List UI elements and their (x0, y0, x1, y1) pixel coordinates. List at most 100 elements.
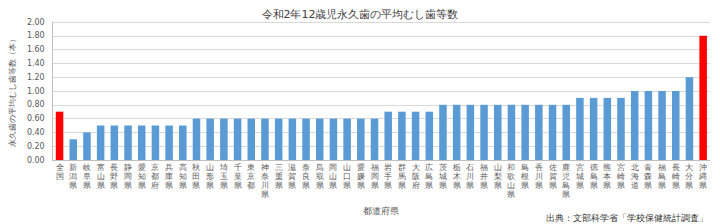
svg-text:0.40: 0.40 (27, 128, 45, 137)
svg-text:都: 都 (151, 172, 159, 181)
svg-text:県: 県 (343, 181, 351, 190)
svg-text:県: 県 (590, 181, 598, 190)
svg-text:宮: 宮 (617, 163, 625, 172)
svg-text:良: 良 (302, 172, 310, 181)
svg-text:県: 県 (439, 181, 447, 190)
svg-text:崎: 崎 (672, 172, 680, 181)
svg-text:福: 福 (658, 163, 666, 172)
svg-text:1.40: 1.40 (27, 59, 45, 68)
svg-text:阪: 阪 (412, 172, 420, 181)
svg-text:川: 川 (261, 181, 269, 190)
svg-text:高: 高 (179, 163, 187, 172)
svg-text:野: 野 (110, 172, 118, 181)
svg-text:井: 井 (480, 172, 488, 181)
svg-text:県: 県 (494, 181, 502, 190)
svg-text:山: 山 (494, 163, 502, 172)
svg-text:佐: 佐 (549, 163, 557, 172)
svg-text:梨: 梨 (494, 172, 502, 181)
svg-text:城: 城 (575, 172, 584, 181)
svg-text:0.60: 0.60 (27, 114, 45, 123)
svg-text:取: 取 (316, 172, 324, 181)
svg-text:島: 島 (562, 181, 570, 190)
svg-text:県: 県 (549, 181, 557, 190)
svg-text:令和2年12歳児永久歯の平均むし歯等数: 令和2年12歳児永久歯の平均むし歯等数 (262, 8, 459, 21)
svg-text:和: 和 (507, 163, 515, 172)
svg-text:根: 根 (521, 172, 529, 181)
svg-text:北: 北 (631, 163, 639, 172)
svg-text:崎: 崎 (617, 172, 625, 181)
svg-text:県: 県 (672, 181, 680, 190)
svg-text:沖: 沖 (699, 163, 707, 172)
svg-text:県: 県 (699, 181, 707, 190)
svg-text:県: 県 (275, 181, 283, 190)
svg-text:兵: 兵 (165, 163, 173, 172)
svg-text:徳: 徳 (590, 163, 598, 172)
svg-text:県: 県 (357, 181, 365, 190)
svg-text:奈: 奈 (302, 163, 310, 172)
svg-text:県: 県 (453, 181, 461, 190)
svg-text:玉: 玉 (220, 172, 228, 181)
svg-text:県: 県 (165, 181, 173, 190)
svg-text:県: 県 (302, 181, 310, 190)
svg-text:口: 口 (343, 172, 351, 181)
svg-text:県: 県 (617, 181, 625, 190)
svg-text:0.80: 0.80 (27, 100, 45, 109)
svg-text:県: 県 (329, 181, 337, 190)
svg-text:青: 青 (644, 163, 652, 172)
svg-text:岡: 岡 (124, 172, 132, 181)
svg-text:岐: 岐 (83, 163, 91, 172)
svg-text:賀: 賀 (549, 172, 557, 181)
svg-text:葉: 葉 (234, 172, 242, 181)
svg-text:県: 県 (603, 181, 611, 190)
svg-text:県: 県 (576, 181, 584, 190)
svg-text:1.80: 1.80 (27, 31, 45, 40)
svg-text:島: 島 (590, 172, 598, 181)
svg-text:島: 島 (658, 172, 666, 181)
svg-text:県: 県 (124, 181, 132, 190)
svg-text:木: 木 (453, 172, 461, 181)
svg-text:県: 県 (110, 181, 118, 190)
svg-text:永久歯の平均むし歯等数（本）: 永久歯の平均むし歯等数（本） (8, 35, 17, 147)
svg-text:府: 府 (151, 181, 159, 190)
svg-text:知: 知 (179, 172, 187, 181)
svg-text:媛: 媛 (357, 172, 365, 181)
svg-text:島: 島 (521, 163, 529, 172)
svg-text:奈: 奈 (261, 172, 269, 181)
svg-text:岡: 岡 (329, 163, 337, 172)
svg-text:府: 府 (412, 181, 420, 190)
svg-text:長: 長 (672, 163, 680, 172)
svg-text:愛: 愛 (357, 163, 365, 172)
svg-text:埼: 埼 (219, 163, 228, 172)
svg-text:富: 富 (97, 163, 105, 172)
svg-text:都道府県: 都道府県 (363, 206, 399, 216)
svg-text:栃: 栃 (453, 163, 461, 172)
svg-text:道: 道 (631, 181, 639, 190)
svg-text:県: 県 (535, 181, 543, 190)
svg-text:鳥: 鳥 (315, 163, 324, 172)
svg-text:手: 手 (384, 172, 392, 181)
svg-text:県: 県 (234, 181, 242, 190)
svg-text:千: 千 (234, 163, 242, 172)
svg-text:川: 川 (466, 172, 474, 181)
svg-text:愛: 愛 (138, 163, 146, 172)
svg-text:県: 県 (466, 181, 474, 190)
svg-text:県: 県 (521, 181, 529, 190)
svg-text:茨: 茨 (439, 163, 447, 172)
svg-text:県: 県 (97, 181, 105, 190)
svg-text:大: 大 (412, 163, 420, 172)
svg-text:県: 県 (644, 181, 652, 190)
svg-text:本: 本 (603, 172, 611, 181)
svg-text:山: 山 (97, 172, 105, 181)
svg-text:森: 森 (644, 172, 652, 181)
svg-text:0.20: 0.20 (27, 142, 45, 151)
svg-text:県: 県 (480, 181, 488, 190)
svg-text:東: 東 (247, 163, 255, 172)
svg-text:県: 県 (562, 190, 570, 199)
svg-text:秋: 秋 (192, 163, 200, 172)
svg-text:1.00: 1.00 (27, 87, 45, 96)
svg-text:城: 城 (438, 172, 447, 181)
svg-text:県: 県 (685, 181, 693, 190)
svg-text:庫: 庫 (165, 172, 173, 181)
svg-text:県: 県 (83, 181, 91, 190)
svg-text:歌: 歌 (507, 172, 515, 181)
